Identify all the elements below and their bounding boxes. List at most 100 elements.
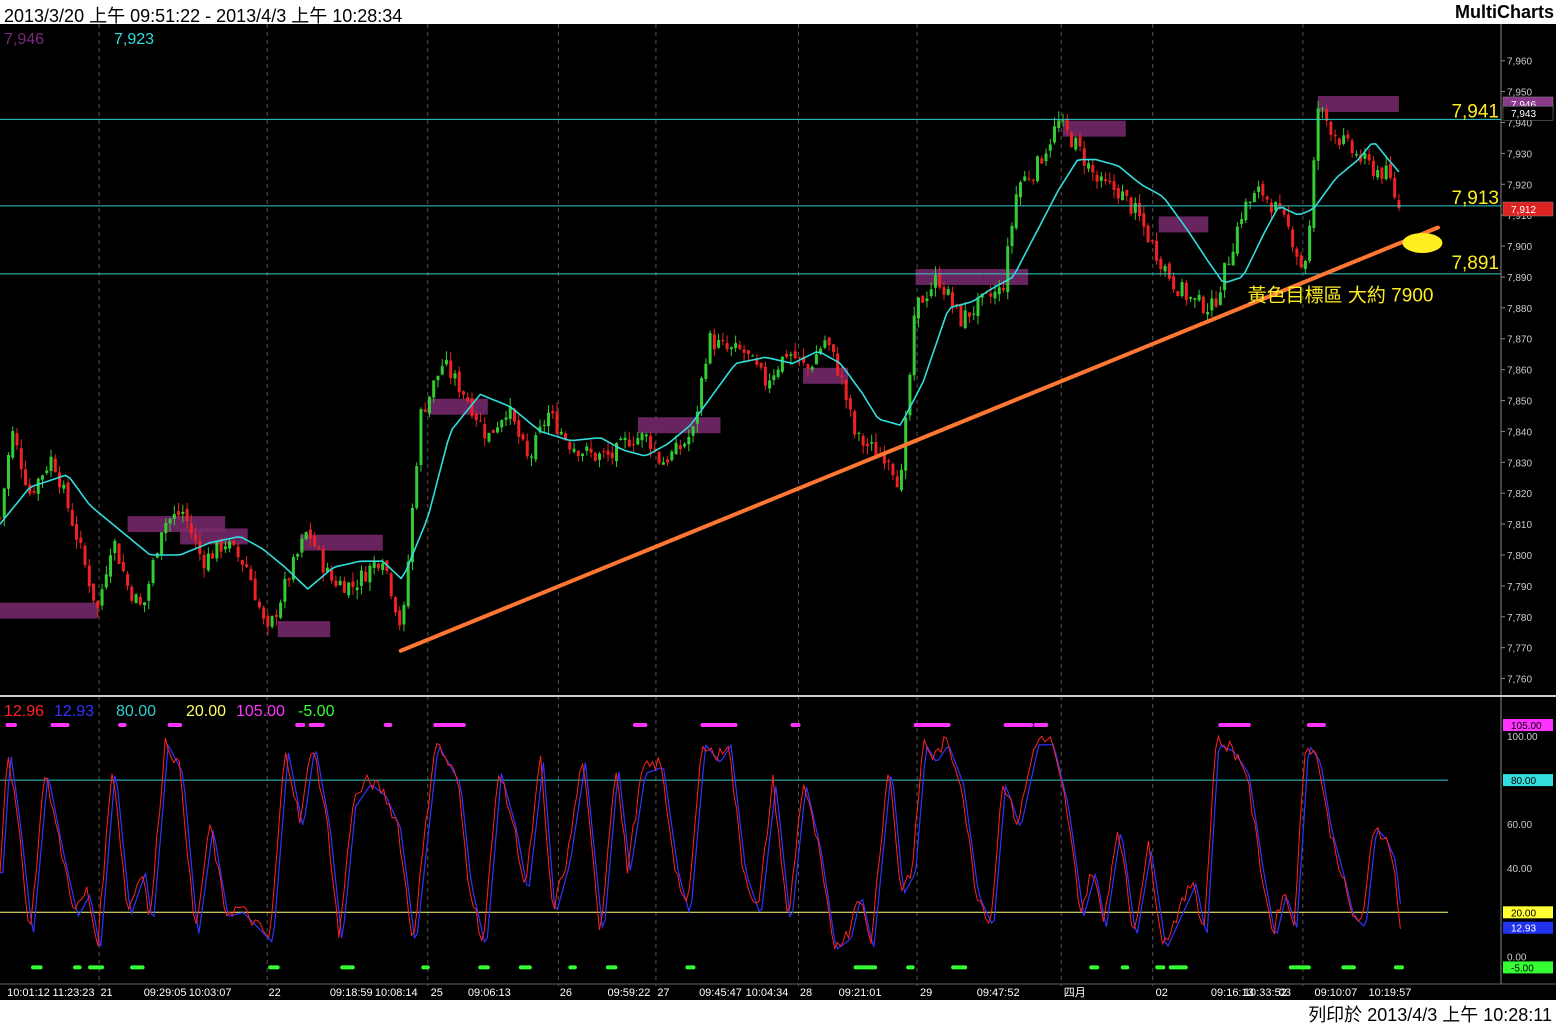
candle-body bbox=[206, 553, 210, 571]
candle-body bbox=[249, 568, 253, 581]
candle-body bbox=[717, 340, 721, 348]
price-axis-label: 7,760 bbox=[1507, 675, 1532, 686]
candle-body bbox=[848, 398, 852, 410]
candle-body bbox=[865, 443, 869, 447]
candle-body bbox=[691, 426, 695, 436]
candle-body bbox=[1091, 165, 1095, 173]
time-axis-label: 10:08:14 bbox=[375, 987, 418, 999]
candle-body bbox=[564, 433, 568, 440]
candle-body bbox=[58, 472, 62, 488]
candle-body bbox=[215, 540, 219, 559]
time-axis-label: 10:03:07 bbox=[189, 987, 232, 999]
oscillator-tag-box bbox=[1503, 774, 1553, 787]
price-axis-label: 7,910 bbox=[1507, 211, 1532, 222]
candle-body bbox=[513, 409, 517, 422]
oscillator-axis-label: 40.00 bbox=[1507, 864, 1532, 875]
price-axis-label: 7,810 bbox=[1507, 520, 1532, 531]
candle-body bbox=[1074, 137, 1078, 150]
candle-body bbox=[172, 513, 176, 519]
candle-body bbox=[36, 478, 40, 494]
candle-body bbox=[109, 555, 113, 577]
candle-body bbox=[627, 439, 631, 447]
candle-body bbox=[861, 435, 865, 446]
candle-body bbox=[121, 561, 125, 572]
candle-body bbox=[695, 411, 699, 424]
candle-body bbox=[449, 360, 453, 379]
candle-body bbox=[776, 369, 780, 377]
candle-body bbox=[636, 438, 640, 445]
candle-body bbox=[96, 600, 100, 608]
candle-body bbox=[113, 540, 117, 553]
candle-body bbox=[870, 442, 874, 444]
candle-body bbox=[291, 557, 295, 580]
candle-body bbox=[402, 604, 406, 625]
candle-body bbox=[746, 350, 750, 355]
candle-body bbox=[921, 295, 925, 303]
candle-body bbox=[1286, 214, 1290, 227]
candle-body bbox=[436, 375, 440, 381]
candle-body bbox=[376, 563, 380, 569]
candle-body bbox=[253, 578, 257, 601]
price-axis-label: 7,840 bbox=[1507, 427, 1532, 438]
candle-body bbox=[576, 450, 580, 457]
candle-body bbox=[104, 574, 108, 588]
candle-body bbox=[1014, 194, 1018, 229]
candle-body bbox=[453, 373, 457, 379]
print-footer: 列印於 2013/4/3 上午 10:28:11 bbox=[0, 1000, 1556, 1023]
candle-body bbox=[1125, 189, 1129, 196]
volume-profile-block bbox=[1062, 120, 1126, 137]
time-axis-label: 09:21:01 bbox=[839, 987, 882, 999]
candle-body bbox=[1371, 160, 1375, 176]
candle-body bbox=[487, 432, 491, 442]
candle-body bbox=[891, 463, 895, 476]
candle-body bbox=[19, 448, 23, 470]
candle-body bbox=[704, 363, 708, 379]
price-axis-label: 7,860 bbox=[1507, 366, 1532, 377]
candle-body bbox=[1303, 260, 1307, 269]
candle-body bbox=[1201, 296, 1205, 314]
candle-body bbox=[440, 366, 444, 375]
candle-body bbox=[708, 333, 712, 364]
candle-body bbox=[287, 578, 291, 581]
oscillator-axis-label: 60.00 bbox=[1507, 820, 1532, 831]
candle-body bbox=[427, 396, 431, 414]
candle-body bbox=[130, 586, 134, 601]
candle-body bbox=[585, 446, 589, 451]
candle-body bbox=[882, 452, 886, 464]
candle-body bbox=[1099, 176, 1103, 181]
candle-body bbox=[266, 615, 270, 627]
candle-body bbox=[555, 411, 559, 434]
candle-body bbox=[1252, 193, 1256, 203]
candle-body bbox=[181, 511, 185, 514]
candle-body bbox=[946, 289, 950, 295]
candle-body bbox=[649, 435, 653, 450]
candle-body bbox=[1227, 263, 1231, 265]
candle-body bbox=[938, 273, 942, 288]
candle-body bbox=[1269, 202, 1273, 213]
time-axis-label: 29 bbox=[920, 987, 932, 999]
candle-body bbox=[729, 347, 733, 350]
candle-body bbox=[338, 580, 342, 586]
candle-body bbox=[270, 616, 274, 627]
candle-body bbox=[1027, 178, 1031, 180]
candle-body bbox=[0, 517, 2, 519]
candle-body bbox=[959, 304, 963, 327]
candle-body bbox=[1342, 135, 1346, 144]
candle-body bbox=[1261, 183, 1265, 196]
time-axis-label: 25 bbox=[431, 987, 443, 999]
candle-body bbox=[530, 456, 534, 458]
candle-body bbox=[789, 354, 793, 356]
volume-profile-block bbox=[915, 268, 984, 285]
candle-body bbox=[1397, 200, 1401, 209]
candle-body bbox=[1235, 226, 1239, 254]
brand-label: MultiCharts bbox=[1455, 2, 1554, 22]
candle-body bbox=[738, 344, 742, 349]
time-axis-label: 27 bbox=[657, 987, 669, 999]
candle-body bbox=[572, 448, 576, 452]
candle-body bbox=[211, 553, 215, 559]
candle-body bbox=[147, 583, 151, 601]
candle-body bbox=[359, 570, 363, 586]
candle-body bbox=[785, 353, 789, 358]
candle-body bbox=[1197, 294, 1201, 301]
chart-title: 2013/3/20 上午 09:51:22 - 2013/4/3 上午 10:2… bbox=[4, 6, 403, 26]
